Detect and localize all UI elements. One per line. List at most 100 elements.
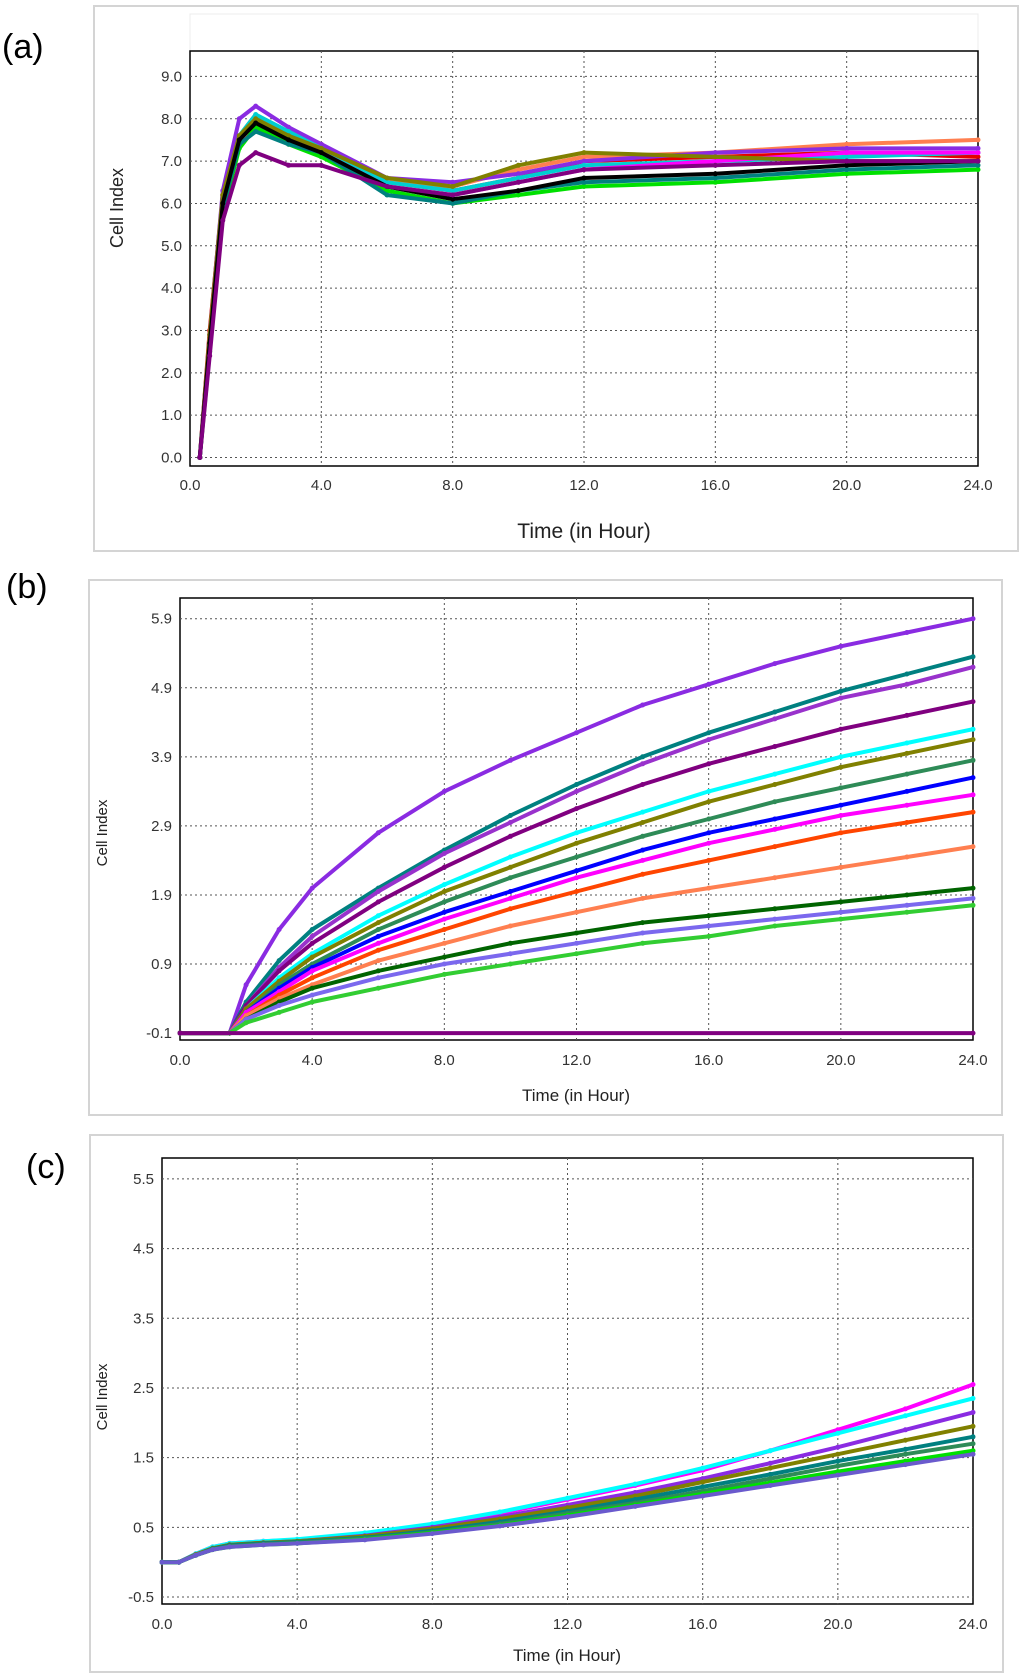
data-point: [210, 1547, 216, 1553]
data-point: [450, 196, 456, 202]
data-point: [838, 764, 844, 770]
x-tick-label: 16.0: [694, 1052, 723, 1069]
y-tick-label: -0.5: [128, 1589, 154, 1606]
data-point: [902, 1437, 908, 1443]
data-point: [640, 871, 646, 877]
data-point: [253, 116, 259, 122]
data-point: [706, 830, 712, 836]
data-point: [574, 788, 579, 794]
y-tick-label: 4.9: [151, 680, 172, 697]
data-point: [375, 920, 381, 926]
data-point: [309, 940, 315, 946]
data-point: [375, 968, 381, 974]
y-tick-label: -0.1: [146, 1025, 172, 1042]
data-point: [441, 851, 447, 856]
y-tick-label: 3.9: [151, 749, 172, 766]
data-point: [640, 754, 646, 760]
y-tick-label: 1.5: [133, 1450, 154, 1467]
data-point: [838, 899, 844, 905]
data-point: [838, 688, 844, 694]
data-point: [227, 1544, 233, 1550]
data-point: [441, 899, 447, 905]
data-point: [700, 1484, 706, 1490]
data-point: [507, 923, 513, 929]
y-tick-label: 2.0: [161, 365, 182, 382]
y-tick-label: 4.0: [161, 280, 182, 297]
data-point: [236, 162, 242, 168]
data-point: [838, 909, 844, 915]
data-point: [565, 1495, 570, 1501]
data-point: [904, 820, 910, 825]
data-point: [574, 909, 579, 915]
x-tick-label: 24.0: [958, 1616, 987, 1633]
data-point: [640, 857, 646, 863]
data-point: [640, 833, 646, 839]
chart-c-x-ticks: 0.0 4.0 8.0 12.0 16.0 20.0 24.0: [152, 1616, 988, 1633]
data-point: [441, 889, 447, 894]
data-point: [904, 902, 910, 908]
chart-c-series: [159, 1382, 976, 1565]
data-point: [844, 167, 850, 173]
data-point: [441, 961, 447, 967]
data-point: [772, 916, 778, 922]
data-point: [838, 864, 844, 870]
data-point: [574, 875, 579, 881]
chart-b-x-axis-title: Time (in Hour): [522, 1086, 630, 1105]
data-point: [375, 947, 381, 953]
x-tick-label: 0.0: [152, 1616, 173, 1633]
chart-a-y-ticks: 0.0 1.0 2.0 3.0 4.0 5.0 6.0 7.0 8.0 9.0: [161, 68, 182, 466]
data-point: [384, 192, 390, 198]
data-point: [700, 1479, 706, 1485]
data-point: [507, 940, 513, 946]
y-tick-label: 7.0: [161, 153, 182, 170]
data-point: [975, 158, 981, 164]
data-point: [318, 162, 324, 168]
data-point: [507, 951, 513, 957]
data-point: [362, 1537, 368, 1543]
data-point: [318, 141, 324, 147]
data-point: [772, 816, 778, 822]
chart-c-y-axis-title: Cell Index: [94, 1363, 111, 1430]
data-point: [450, 188, 456, 194]
data-point: [515, 175, 521, 181]
data-point: [515, 188, 521, 194]
data-point: [515, 179, 521, 185]
data-point: [375, 830, 381, 836]
panel-label-b: (b): [6, 568, 48, 606]
data-point: [970, 895, 976, 901]
data-point: [838, 643, 844, 649]
data-point: [706, 913, 712, 919]
data-point: [450, 192, 456, 198]
data-point: [772, 744, 778, 749]
data-point: [450, 200, 456, 206]
data-point: [309, 975, 315, 981]
data-point: [220, 217, 226, 223]
data-point: [640, 895, 646, 901]
data-point: [375, 958, 381, 964]
data-point: [970, 902, 976, 908]
data-point: [706, 681, 712, 687]
x-tick-label: 4.0: [311, 477, 332, 494]
y-tick-label: 8.0: [161, 111, 182, 128]
data-point: [902, 1451, 908, 1457]
data-point: [902, 1458, 908, 1464]
y-tick-label: 2.9: [151, 818, 172, 835]
data-point: [772, 875, 778, 881]
data-point: [904, 750, 910, 756]
data-point: [375, 933, 381, 939]
data-point: [286, 124, 291, 130]
data-point: [904, 671, 910, 677]
data-point: [970, 1423, 976, 1429]
data-point: [970, 1409, 976, 1415]
data-point: [706, 816, 712, 822]
data-point: [286, 133, 291, 139]
data-point: [772, 771, 778, 777]
data-point: [767, 1465, 773, 1471]
data-point: [507, 833, 513, 839]
data-point: [902, 1413, 908, 1419]
chart-a-series: [197, 103, 981, 460]
y-tick-label: 4.5: [133, 1241, 154, 1258]
data-point: [640, 809, 646, 815]
data-point: [441, 882, 447, 888]
data-point: [309, 985, 315, 991]
